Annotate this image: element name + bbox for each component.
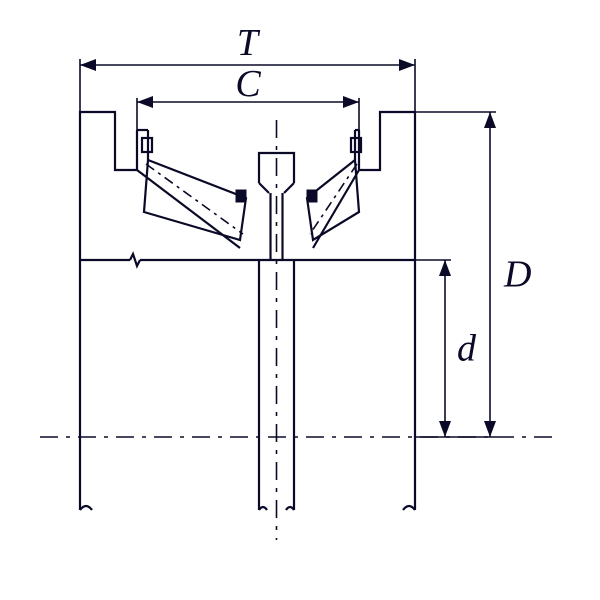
label-D: D (503, 254, 531, 296)
label-T: T (237, 22, 261, 64)
label-C: C (235, 63, 261, 105)
dimension-lines (80, 59, 496, 437)
label-d: d (457, 328, 477, 370)
bearing-cross-section-diagram: T C D d (0, 0, 600, 600)
section-geometry (80, 112, 415, 510)
dimension-labels: T C D d (235, 22, 531, 370)
centerlines (40, 120, 560, 540)
